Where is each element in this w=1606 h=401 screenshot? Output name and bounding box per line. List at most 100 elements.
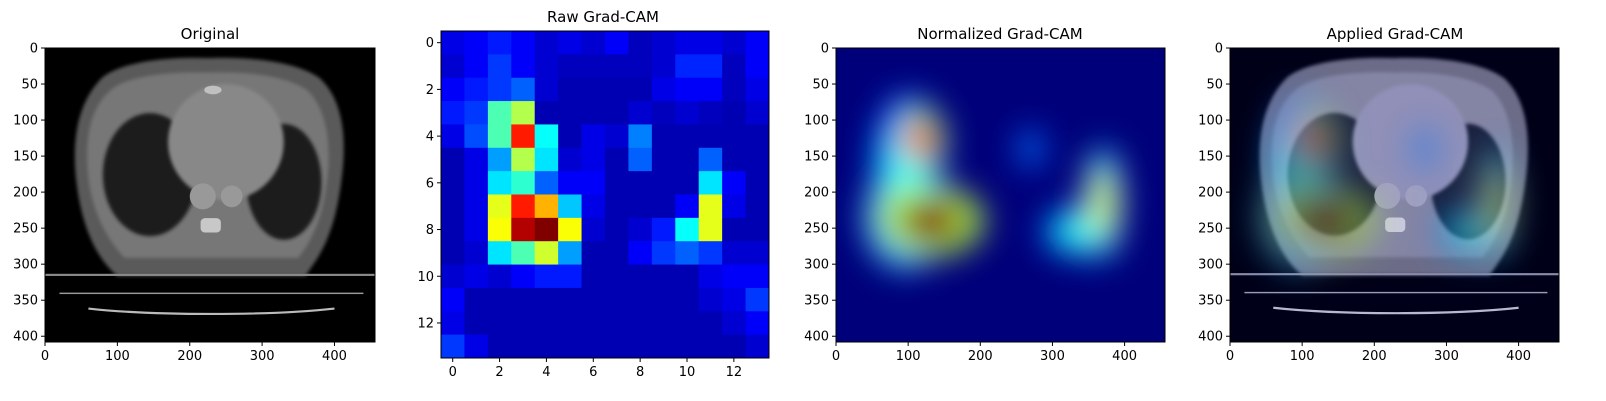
heatmap-cell [534, 54, 559, 79]
heatmap-cell [745, 264, 770, 289]
x-tick-label: 200 [1362, 349, 1387, 364]
heatmap-cell [581, 147, 606, 172]
heatmap-cell [651, 264, 676, 289]
heatmap-cell [722, 311, 747, 336]
y-tick-label: 150 [1198, 150, 1223, 165]
axes-raw: 0 2 4 6 8 10 12 0 2 4 6 8 10 12 [417, 36, 742, 380]
heatmap-cell [675, 264, 700, 289]
heatmap-cell [605, 124, 629, 149]
y-tick-label: 250 [13, 222, 38, 237]
heatmap-cell [534, 287, 559, 312]
y-tick-label: 12 [417, 316, 434, 331]
heatmap-cell [698, 194, 723, 219]
heatmap-cell [675, 217, 700, 242]
heatmap-cell [511, 311, 536, 336]
heatmap-cell [722, 171, 747, 195]
x-tick-label: 300 [1434, 349, 1459, 364]
heatmap-cell [628, 101, 653, 125]
hotspot [898, 199, 964, 243]
panel-title-normalized: Normalized Grad-CAM [917, 25, 1082, 43]
heatmap-cell [558, 311, 583, 336]
heatmap-cell [511, 77, 536, 102]
x-tick-label: 12 [726, 365, 743, 380]
heatmap-cell [628, 334, 653, 359]
heatmap-cell [534, 194, 559, 219]
heatmap-cell [675, 31, 700, 55]
heatmap-cell [441, 124, 465, 149]
heatmap-cell [628, 171, 653, 195]
heatmap-cell [628, 54, 653, 79]
heatmap-cell [581, 217, 606, 242]
heatmap-cell [464, 124, 489, 149]
y-tick-label: 150 [804, 150, 829, 165]
heatmap-cell [558, 217, 583, 242]
heatmap-cell [745, 287, 770, 312]
y-tick-label: 300 [13, 258, 38, 273]
heatmap-cell [534, 264, 559, 289]
heatmap-cell [651, 147, 676, 172]
heatmap-cell [675, 287, 700, 312]
heatmap-cell [745, 101, 770, 125]
x-tick-label: 0 [449, 365, 457, 380]
heatmap-cell [675, 54, 700, 79]
x-tick-label: 100 [1290, 349, 1315, 364]
heatmap-cell [651, 77, 676, 102]
heatmap-cell [628, 311, 653, 336]
heatmap-cell [651, 287, 676, 312]
x-tick-label: 0 [41, 349, 49, 364]
heatmap-cell [581, 101, 606, 125]
heatmap-cell [722, 194, 747, 219]
y-tick-label: 50 [21, 78, 38, 93]
heatmap-cell [487, 287, 512, 312]
heatmap-cell [675, 124, 700, 149]
heatmap-cell [675, 334, 700, 359]
heatmap-cell [745, 194, 770, 219]
heatmap-cell [487, 311, 512, 336]
y-tick-label: 8 [426, 223, 434, 238]
heatmap-cell [441, 101, 465, 125]
heatmap-cell [511, 217, 536, 242]
y-tick-label: 400 [1198, 330, 1223, 345]
heatmap-cell [698, 334, 723, 359]
heatmap-cell [581, 287, 606, 312]
heatmap-cell [464, 77, 489, 102]
heatmap-cell [558, 54, 583, 79]
heatmap-cell [441, 334, 465, 359]
heatmap-cell [698, 311, 723, 336]
heatmap-cell [534, 101, 559, 125]
heatmap-cell [745, 147, 770, 172]
heatmap-cell [698, 264, 723, 289]
heatmap-cell [441, 171, 465, 195]
heatmap-cell [745, 217, 770, 242]
heatmap-cell [722, 77, 747, 102]
heatmap-cell [581, 54, 606, 79]
heatmap-cell [675, 311, 700, 336]
heatmap-cell [511, 287, 536, 312]
y-tick-label: 200 [1198, 186, 1223, 201]
x-tick-label: 0 [1226, 349, 1234, 364]
heatmap-cell [511, 334, 536, 359]
heatmap-cell [628, 217, 653, 242]
y-tick-label: 250 [1198, 222, 1223, 237]
y-tick-label: 50 [812, 78, 829, 93]
heatmap-cell [581, 311, 606, 336]
heatmap-cell [745, 171, 770, 195]
heatmap-cell [698, 101, 723, 125]
heatmap-cell [651, 334, 676, 359]
heatmap-cell [464, 287, 489, 312]
heatmap-cell [487, 31, 512, 55]
heatmap-cell [487, 171, 512, 195]
y-tick-label: 50 [1206, 78, 1223, 93]
y-tick-label: 400 [804, 330, 829, 345]
heatmap-cell [511, 101, 536, 125]
y-tick-label: 0 [426, 36, 434, 51]
x-tick-label: 200 [177, 349, 202, 364]
heatmap-cell [558, 194, 583, 219]
heatmap-cell [605, 241, 629, 266]
x-tick-label: 400 [1506, 349, 1531, 364]
heatmap-cell [651, 194, 676, 219]
heatmap-cell [722, 31, 747, 55]
heatmap-cell [487, 334, 512, 359]
heatmap-cell [698, 54, 723, 79]
